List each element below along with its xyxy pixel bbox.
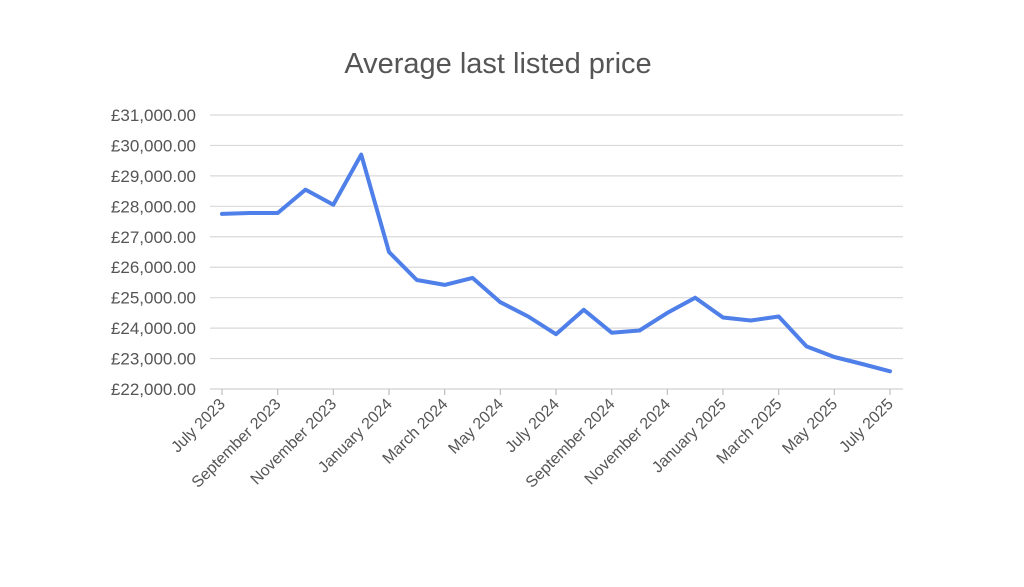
y-tick-label: £23,000.00 [111,350,196,369]
series-line [220,152,892,374]
data-point [721,316,725,320]
data-point [554,332,558,336]
y-tick-label: £30,000.00 [111,136,196,155]
data-point [888,369,892,373]
data-point [832,355,836,359]
data-point [331,203,335,207]
x-tick-label: May 2024 [445,396,507,458]
data-point [860,362,864,366]
data-point [526,315,530,319]
data-point [582,308,586,312]
data-point [665,311,669,315]
data-point [387,250,391,254]
y-tick-label: £28,000.00 [111,197,196,216]
y-tick-label: £27,000.00 [111,228,196,247]
data-point [304,188,308,192]
data-point [359,153,363,157]
data-point [777,315,781,319]
y-tick-label: £31,000.00 [111,106,196,125]
data-point [805,344,809,348]
data-point [248,211,252,215]
y-tick-label: £22,000.00 [111,380,196,399]
data-point [471,276,475,280]
data-point [693,296,697,300]
data-point [638,329,642,333]
data-point [498,300,502,304]
data-point [220,212,224,216]
data-point [610,331,614,335]
chart-title: Average last listed price [344,48,652,80]
x-tick-label: May 2025 [779,396,841,458]
y-tick-label: £29,000.00 [111,167,196,186]
y-tick-label: £26,000.00 [111,258,196,277]
data-point [443,283,447,287]
data-point [749,319,753,323]
y-tick-label: £25,000.00 [111,289,196,308]
data-point [276,211,280,215]
data-point [415,278,419,282]
x-tick-label: July 2025 [836,396,897,457]
y-tick-label: £24,000.00 [111,319,196,338]
